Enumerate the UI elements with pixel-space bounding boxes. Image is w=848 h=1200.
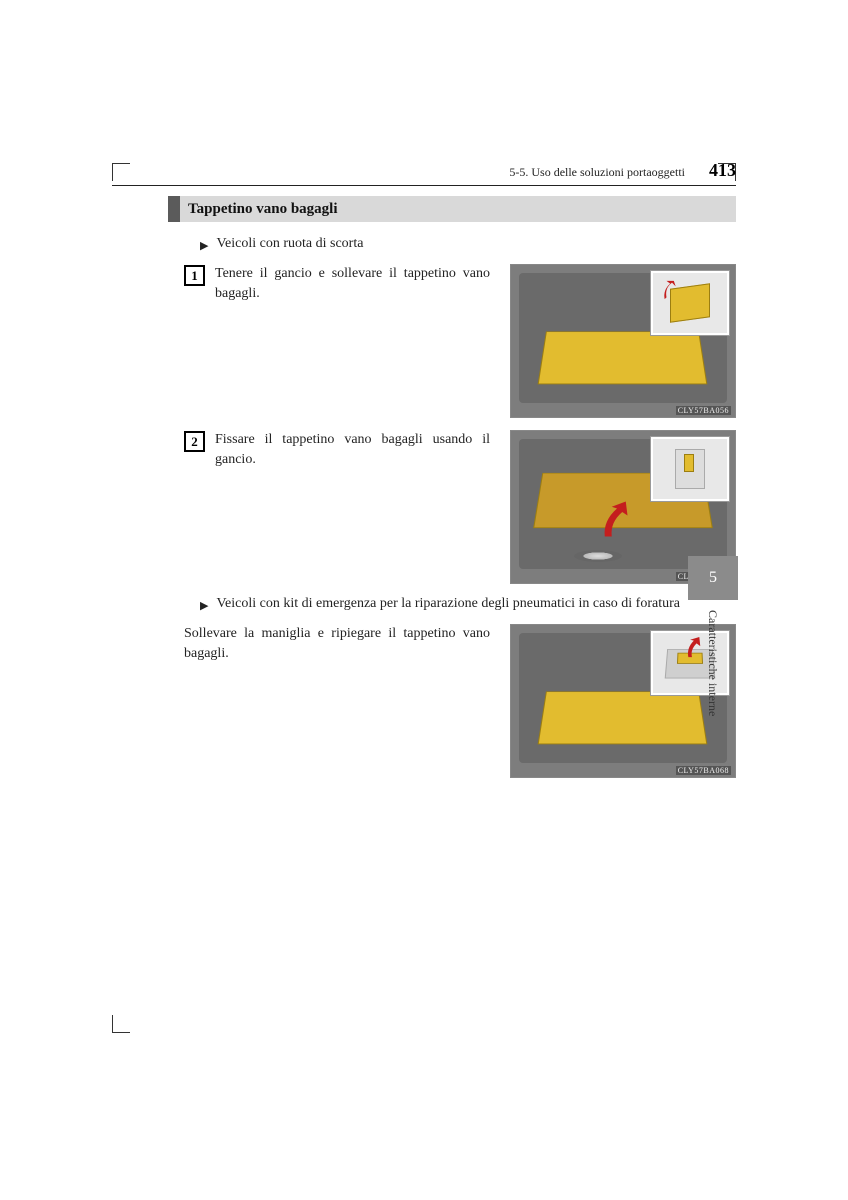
subheading-1-text: Veicoli con ruota di scorta: [216, 236, 363, 252]
section-title: Tappetino vano bagagli: [180, 196, 736, 222]
page-content: 5-5. Uso delle soluzioni portaoggetti 41…: [112, 160, 736, 790]
arrow-up-icon: [661, 279, 683, 301]
step-number-box: 2: [184, 431, 205, 452]
content-area: ▶ Veicoli con ruota di scorta 1 Tenere i…: [184, 236, 736, 778]
hook-mat-icon: [684, 454, 694, 472]
triangle-bullet-icon: ▶: [200, 236, 208, 256]
figure-1: CLY57BA056: [510, 264, 736, 418]
plain-step-text: Sollevare la maniglia e ripiegare il tap…: [184, 624, 500, 665]
crop-mark-bl: [112, 1015, 130, 1033]
page-header: 5-5. Uso delle soluzioni portaoggetti 41…: [112, 160, 736, 186]
figure-3-mat: [538, 691, 708, 744]
callout-hook-icon: [675, 449, 705, 489]
chapter-tab-label: Caratteristiche interne: [700, 610, 720, 716]
figure-1-mat: [538, 331, 708, 384]
chapter-tab-number: 5: [709, 569, 717, 587]
triangle-bullet-icon: ▶: [200, 596, 208, 616]
step-number-box: 1: [184, 265, 205, 286]
section-title-bar: Tappetino vano bagagli: [168, 196, 736, 222]
chapter-tab: 5: [688, 556, 738, 600]
figure-2-callout: [651, 437, 729, 501]
page-number: 413: [709, 160, 736, 181]
step-2: 2 Fissare il tappetino vano bagagli usan…: [184, 430, 736, 584]
plain-step: Sollevare la maniglia e ripiegare il tap…: [184, 624, 736, 778]
subheading-2: ▶ Veicoli con kit di emergenza per la ri…: [200, 596, 736, 616]
step-2-text: Fissare il tappetino vano bagagli usando…: [215, 430, 500, 471]
figure-3-code: CLY57BA068: [676, 766, 731, 775]
figure-1-callout: [651, 271, 729, 335]
breadcrumb: 5-5. Uso delle soluzioni portaoggetti: [509, 165, 685, 180]
subheading-2-text: Veicoli con kit di emergenza per la ripa…: [216, 596, 680, 612]
spare-tire-icon: [574, 550, 622, 562]
title-accent: [168, 196, 180, 222]
step-1: 1 Tenere il gancio e sollevare il tappet…: [184, 264, 736, 418]
figure-1-code: CLY57BA056: [676, 406, 731, 415]
subheading-1: ▶ Veicoli con ruota di scorta: [200, 236, 736, 256]
step-1-text: Tenere il gancio e sollevare il tappetin…: [215, 264, 500, 305]
